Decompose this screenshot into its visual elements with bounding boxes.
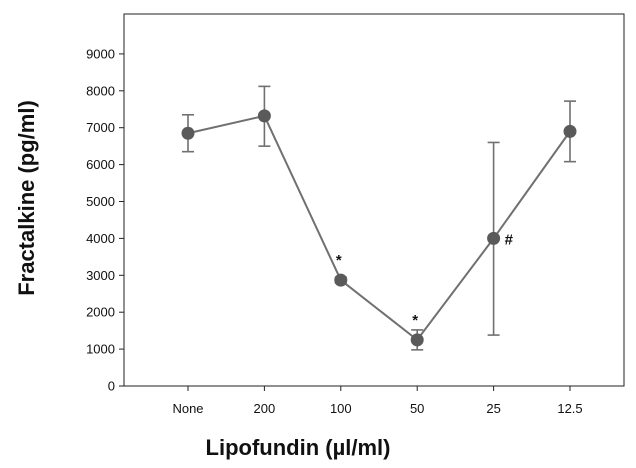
x-tick-label: 12.5	[557, 401, 582, 416]
y-tick-label: 0	[108, 379, 115, 394]
y-tick-label: 2000	[86, 305, 115, 320]
y-axis-title: Fractalkine (pg/ml)	[14, 100, 39, 296]
data-point	[334, 273, 348, 287]
x-axis: None 200 100 50 25 12.5	[172, 386, 583, 416]
data-points	[181, 109, 577, 347]
y-axis: 0 1000 2000 3000 4000 5000 6000 7000 8000 9000	[86, 46, 124, 394]
y-tick-label: 7000	[86, 120, 115, 135]
data-point	[487, 231, 501, 245]
series-line	[187, 114, 571, 342]
x-tick-label: 200	[254, 401, 276, 416]
x-tick-label: None	[172, 401, 203, 416]
x-axis-title: Lipofundin (µl/ml)	[206, 435, 391, 460]
x-tick-label: 50	[410, 401, 424, 416]
y-tick-label: 1000	[86, 342, 115, 357]
y-tick-label: 4000	[86, 231, 115, 246]
significance-marker: #	[505, 231, 514, 248]
x-tick-label: 25	[486, 401, 500, 416]
y-tick-label: 6000	[86, 157, 115, 172]
data-point	[563, 124, 577, 138]
x-tick-label: 100	[330, 401, 352, 416]
y-tick-label: 5000	[86, 194, 115, 209]
data-point	[181, 126, 195, 140]
plot-frame	[123, 13, 625, 387]
significance-marker: *	[336, 252, 342, 269]
data-point	[257, 109, 271, 123]
y-tick-label: 8000	[86, 83, 115, 98]
y-tick-label: 3000	[86, 268, 115, 283]
annotations: * * #	[336, 231, 514, 328]
y-tick-label: 9000	[86, 46, 115, 61]
data-point	[410, 333, 424, 347]
significance-marker: *	[412, 312, 418, 329]
